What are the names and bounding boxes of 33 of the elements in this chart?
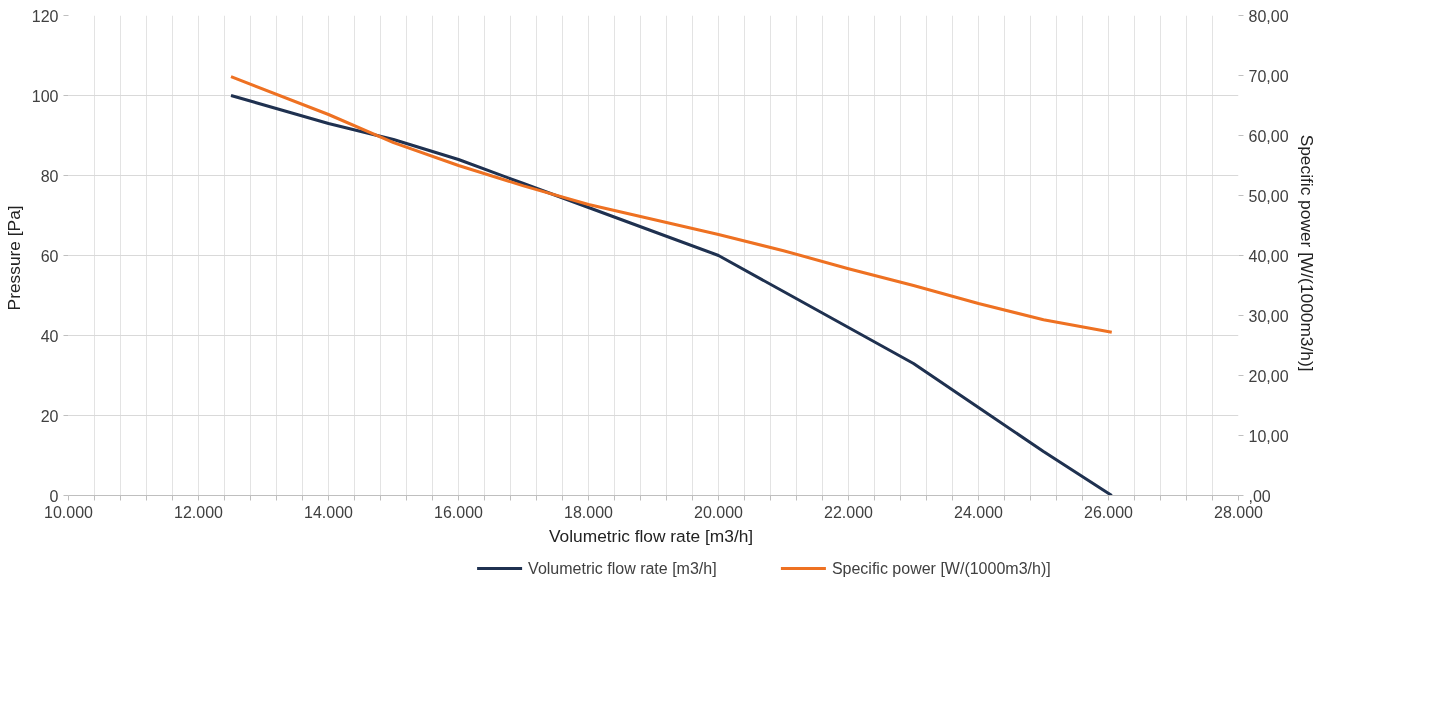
y2-tick-label: 80,00 — [1248, 7, 1289, 25]
x-axis-title: Volumetric flow rate [m3/h] — [549, 525, 754, 546]
x-tick-label: 26.000 — [1084, 503, 1134, 521]
line-series — [229, 94, 1114, 496]
y2-tick-label: 10,00 — [1248, 427, 1289, 445]
x-tick-label: 12.000 — [174, 503, 224, 521]
y-tick-label: 100 — [31, 87, 59, 105]
x-tick-label: 24.000 — [954, 503, 1004, 521]
y2-tick-label: 70,00 — [1248, 67, 1289, 85]
y-tick-label: 80 — [40, 167, 59, 185]
y2-tick-label: 40,00 — [1248, 247, 1289, 265]
x-tick-label: 14.000 — [304, 503, 354, 521]
x-tick-label: 20.000 — [694, 503, 744, 521]
x-tick-label: 10.000 — [44, 503, 94, 521]
y2-axis-title: Specific power [W/(1000m3/h)] — [1296, 134, 1317, 372]
y-tick-label: 120 — [31, 7, 59, 25]
x-tick-label: 22.000 — [824, 503, 874, 521]
y2-tick-label: ,00 — [1248, 487, 1271, 505]
x-tick-label: 28.000 — [1214, 503, 1264, 521]
legend-label: Volumetric flow rate [m3/h] — [528, 560, 717, 577]
y2-tick-label: 30,00 — [1248, 307, 1289, 325]
legend-label: Specific power [W/(1000m3/h)] — [831, 560, 1051, 577]
y-tick-label: 20 — [40, 407, 59, 425]
y2-tick-label: 20,00 — [1248, 367, 1289, 385]
y-tick-label: 60 — [40, 247, 59, 265]
line-series — [229, 75, 1114, 334]
y-axis-title: Pressure [Pa] — [3, 205, 24, 311]
x-tick-label: 18.000 — [564, 503, 614, 521]
y-tick-label: 0 — [49, 487, 59, 505]
y2-tick-label: 50,00 — [1248, 187, 1289, 205]
y-tick-label: 40 — [40, 327, 59, 345]
y2-tick-label: 60,00 — [1248, 127, 1289, 145]
x-tick-label: 16.000 — [434, 503, 484, 521]
